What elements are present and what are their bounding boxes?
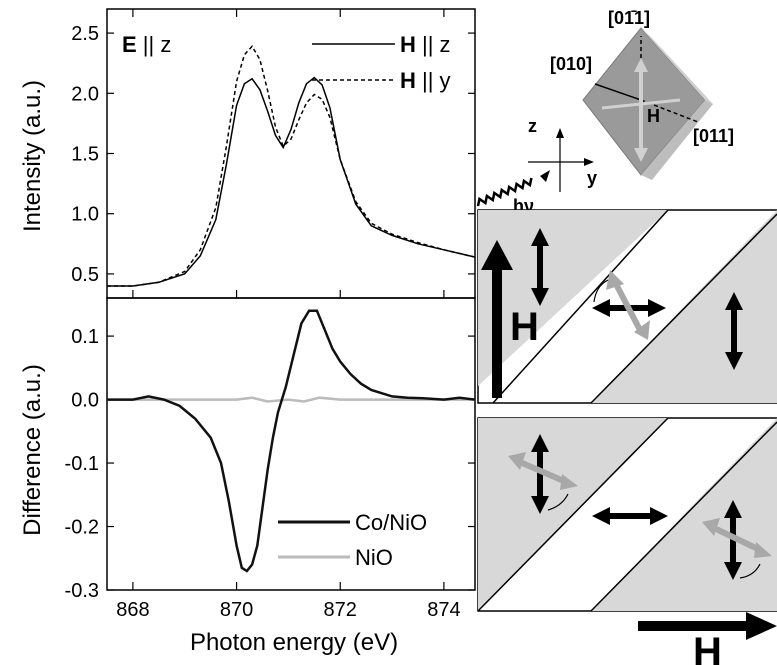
legend-h-y: H || y: [400, 68, 451, 93]
spin-arrow-gray-2-b: [560, 474, 578, 490]
angle-arc-1: [593, 279, 609, 303]
crystal-edge: [641, 28, 713, 104]
e-field-direction: || z: [137, 32, 172, 57]
bottom-plot-frame: [106, 297, 476, 591]
x-tick-label: 874: [427, 599, 460, 621]
x-tick-label: 870: [220, 599, 253, 621]
photon-wave-icon: [476, 177, 533, 207]
spin-arrow-4-up: [531, 434, 549, 452]
x-axis-label: Photon energy (eV): [190, 629, 398, 656]
crystal-axis-left-arrow: [594, 83, 642, 101]
e-field-symbol: E: [122, 32, 137, 57]
top-y-ticks: 0.5 1.0 1.5 2.0 2.5: [71, 23, 475, 286]
bottom-series-group: [107, 309, 476, 573]
series-h-z-line: [107, 76, 476, 287]
domains-bottom-panel: [477, 417, 777, 612]
angle-arc-2: [547, 493, 569, 511]
legend-h-z-text: || z: [416, 32, 451, 57]
spin-arrow-3-down: [725, 352, 743, 370]
legend-nio-label: NiO: [355, 545, 393, 570]
crystal-edge-lower: [641, 100, 713, 180]
top-y-tick-label: 0.5: [71, 264, 99, 286]
bottom-y-axis-label: Difference (a.u.): [19, 364, 46, 536]
top-series-group: [107, 45, 476, 287]
series-nio-line: [107, 396, 475, 403]
top-legend: H || z H || y: [312, 32, 451, 93]
domains-top-panel: H: [477, 209, 777, 404]
top-y-axis-label: Intensity (a.u.): [19, 80, 46, 232]
y-arrowhead: [584, 158, 594, 166]
spin-arrow-5-right: [650, 507, 668, 525]
z-arrowhead: [556, 128, 564, 138]
h-field-arrowhead-up: [634, 58, 648, 72]
crystal-label-h: H: [647, 106, 660, 126]
spin-arrow-6-up: [724, 500, 742, 518]
photon-arrowhead: [540, 170, 550, 182]
h-label-bottom: H: [693, 630, 722, 665]
top-y-tick-label: 2.5: [71, 23, 99, 45]
spin-arrow-2-left: [592, 299, 610, 317]
spin-arrow-gray-1-a: [606, 270, 624, 290]
spin-arrow-gray-2: [518, 459, 568, 485]
bottom-y-tick-label: -0.3: [65, 580, 99, 602]
bottom-y-tick-label: -0.1: [65, 453, 99, 475]
spin-arrow-gray-2-a: [508, 452, 526, 470]
spin-arrow-1-down: [531, 288, 549, 306]
legend-h-y-symbol: H: [400, 68, 416, 93]
z-axis-label: z: [528, 116, 537, 136]
series-h-y-line: [107, 45, 476, 287]
spin-arrow-gray-3-a: [702, 518, 720, 536]
domain-wall-2-bottom: [590, 421, 777, 612]
h-big-arrowhead-right: [746, 612, 777, 640]
domain-wall-1-bottom: [477, 417, 669, 612]
spin-arrow-gray-1-b: [634, 320, 650, 340]
legend-co-nio-label: Co/NiO: [355, 510, 427, 535]
legend-h-z: H || z: [400, 32, 451, 57]
bottom-legend: Co/NiO NiO: [278, 510, 427, 570]
spin-arrow-3-up: [725, 292, 743, 310]
y-axis-label: y: [587, 168, 597, 188]
top-y-tick-label: 2.0: [71, 83, 99, 105]
crystal-label-right: [011]: [693, 126, 734, 146]
bottom-y-tick-label: -0.2: [65, 517, 99, 539]
top-y-tick-label: 1.5: [71, 144, 99, 166]
bottom-y-tick-label: 0.0: [71, 390, 99, 412]
e-field-annotation: E || z: [122, 32, 171, 57]
spin-arrow-gray-3: [712, 525, 762, 553]
spin-arrow-2-right: [648, 299, 666, 317]
bottom-y-tick-label: 0.1: [71, 326, 99, 348]
crystal-label-left: [010]: [550, 54, 592, 74]
domain-wall-2-top: [590, 213, 777, 404]
h-field-arrowhead-down: [634, 148, 648, 162]
domain-wall-1-top: [492, 209, 669, 404]
spin-arrow-5-left: [592, 507, 610, 525]
spin-arrow-gray-3-b: [754, 542, 772, 558]
crystal-diagram: [01̄1] [010] [011] H: [550, 8, 734, 180]
h-label-top: H: [510, 305, 539, 349]
angle-arc-3: [739, 563, 761, 579]
x-tick-label: 872: [324, 599, 357, 621]
spin-arrow-4-down: [531, 496, 549, 514]
series-co-nio-line: [107, 309, 476, 573]
x-tick-label: 868: [116, 599, 149, 621]
bottom-x-y-ticks: -0.3 -0.2 -0.1 0.0 0.1 868 870 872 874: [65, 9, 475, 621]
h-field-arrow-horizontal: [601, 98, 681, 110]
lab-axes-icon: z y hν: [476, 116, 597, 216]
h-big-arrowhead-up: [481, 240, 513, 270]
legend-h-y-text: || y: [416, 68, 451, 93]
spin-arrow-6-down: [724, 562, 742, 580]
legend-h-z-symbol: H: [400, 32, 416, 57]
spin-arrow-gray-1: [613, 282, 643, 332]
domain-shaded-left-top: [478, 210, 668, 386]
crystal-label-top: [01̄1]: [608, 8, 650, 28]
spin-arrow-1-up: [531, 228, 549, 246]
top-y-tick-label: 1.0: [71, 204, 99, 226]
